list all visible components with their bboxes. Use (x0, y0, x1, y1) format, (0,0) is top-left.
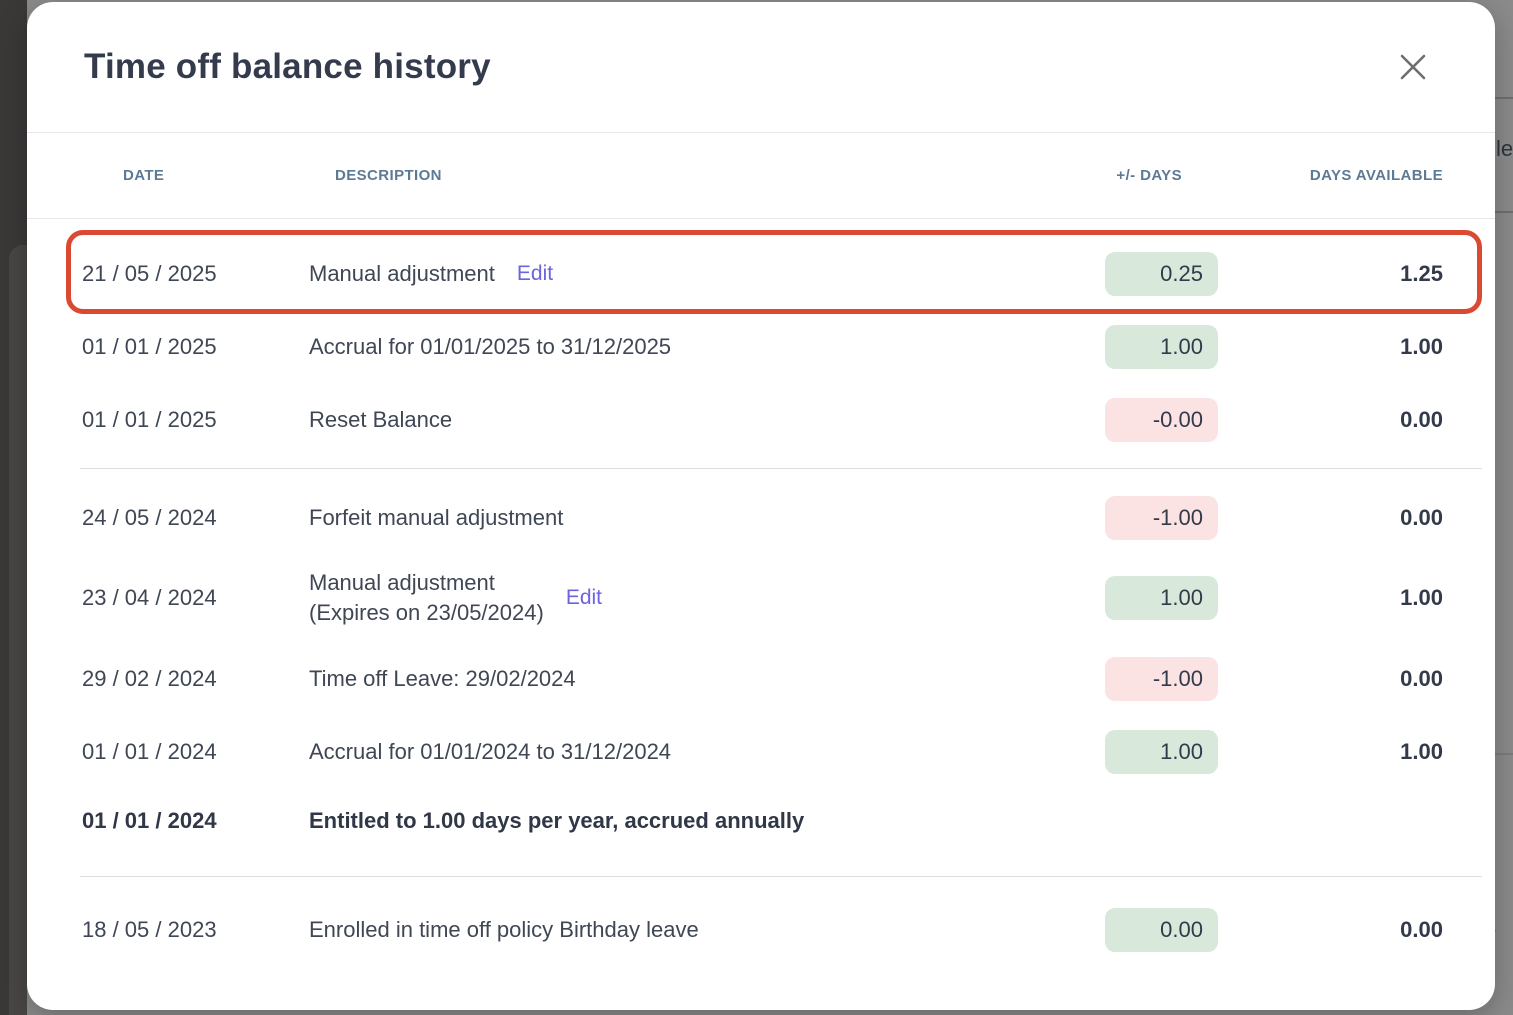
table-body: 21 / 05 / 2025 Manual adjustment Edit 0.… (27, 219, 1495, 966)
row-delta-cell: -1.00 (1018, 495, 1218, 540)
row-date: 18 / 05 / 2023 (82, 916, 217, 942)
table-row: 18 / 05 / 2023 Enrolled in time off poli… (27, 893, 1495, 966)
modal-header: Time off balance history (27, 2, 1495, 133)
modal-title: Time off balance history (84, 47, 491, 86)
delta-badge: 1.00 (1105, 576, 1218, 620)
backdrop-panel-edge (9, 245, 27, 1015)
row-description-cell: Reset Balance (309, 405, 1018, 435)
column-header-days-available: DAYS AVAILABLE (1309, 167, 1443, 184)
row-date: 21 / 05 / 2025 (82, 260, 217, 286)
table-row: 01 / 01 / 2024 Accrual for 01/01/2024 to… (27, 715, 1495, 788)
row-delta-cell: 0.25 (1018, 251, 1218, 296)
table-row: 24 / 05 / 2024 Forfeit manual adjustment… (27, 481, 1495, 554)
row-date: 01 / 01 / 2025 (82, 333, 217, 359)
row-description-cell: Accrual for 01/01/2025 to 31/12/2025 (309, 332, 1018, 362)
row-date: 01 / 01 / 2024 (82, 808, 217, 833)
row-delta-cell: 1.00 (1018, 576, 1218, 620)
description-text-block: Enrolled in time off policy Birthday lea… (309, 915, 699, 945)
table-row: 01 / 01 / 2025 Reset Balance -0.00 0.00 (27, 383, 1495, 456)
row-available: 1.00 (1400, 333, 1443, 359)
row-date: 01 / 01 / 2024 (82, 738, 217, 764)
row-description: Enrolled in time off policy Birthday lea… (309, 916, 699, 942)
row-description: Entitled to 1.00 days per year, accrued … (309, 808, 805, 833)
column-header-delta-days: +/- DAYS (1116, 167, 1182, 184)
row-date: 24 / 05 / 2024 (82, 504, 217, 530)
delta-badge: 1.00 (1105, 729, 1218, 774)
row-date: 23 / 04 / 2024 (82, 585, 217, 610)
row-available: 1.00 (1400, 585, 1443, 610)
backdrop-divider (1494, 97, 1513, 99)
description-text-block: Reset Balance (309, 405, 452, 435)
row-description-cell: Time off Leave: 29/02/2024 (309, 664, 1018, 694)
time-off-balance-history-modal: Time off balance history DATE DESCRIPTIO… (27, 2, 1495, 1010)
edit-link[interactable]: Edit (565, 586, 603, 609)
row-delta-cell: -1.00 (1018, 656, 1218, 701)
delta-badge: 0.00 (1105, 907, 1218, 952)
row-description-cell: Entitled to 1.00 days per year, accrued … (309, 806, 1018, 836)
description-text-block: Entitled to 1.00 days per year, accrued … (309, 806, 804, 836)
group-separator (80, 876, 1482, 877)
row-description: Reset Balance (309, 406, 453, 432)
row-delta-cell: 0.00 (1018, 907, 1218, 952)
table-row: 01 / 01 / 2025 Accrual for 01/01/2025 to… (27, 310, 1495, 383)
delta-badge: -1.00 (1105, 656, 1218, 701)
row-available: 0.00 (1400, 665, 1443, 691)
table-row: 23 / 04 / 2024 Manual adjustment (Expire… (27, 554, 1495, 642)
description-text-block: Accrual for 01/01/2024 to 31/12/2024 (309, 737, 671, 767)
row-description: Accrual for 01/01/2025 to 31/12/2025 (309, 333, 672, 359)
row-available: 1.00 (1400, 738, 1443, 764)
edit-link[interactable]: Edit (516, 261, 554, 285)
row-delta-cell: -0.00 (1018, 397, 1218, 442)
table-row: 01 / 01 / 2024 Entitled to 1.00 days per… (27, 788, 1495, 854)
row-description-line2: (Expires on 23/05/2024) (309, 600, 544, 625)
row-description-cell: Manual adjustment (Expires on 23/05/2024… (309, 568, 1018, 628)
row-available: 0.00 (1400, 916, 1443, 942)
row-description: Time off Leave: 29/02/2024 (309, 665, 576, 691)
backdrop-divider (1494, 211, 1513, 213)
delta-badge: 0.25 (1105, 251, 1218, 296)
row-description-cell: Manual adjustment Edit (309, 259, 1018, 289)
close-icon (1400, 54, 1426, 80)
row-delta-cell: 1.00 (1018, 729, 1218, 774)
row-date: 01 / 01 / 2025 (82, 406, 217, 432)
table-header-row: DATE DESCRIPTION +/- DAYS DAYS AVAILABLE (27, 133, 1495, 219)
backdrop-divider (1494, 753, 1513, 755)
backdrop-overlay-right (1494, 0, 1513, 1015)
row-description-cell: Forfeit manual adjustment (309, 503, 1018, 533)
backdrop-text-fragment: le (1496, 136, 1513, 161)
group-separator (80, 468, 1482, 469)
row-available: 0.00 (1400, 406, 1443, 432)
row-description: Manual adjustment (309, 570, 495, 595)
row-description-cell: Accrual for 01/01/2024 to 31/12/2024 (309, 737, 1018, 767)
row-description: Forfeit manual adjustment (309, 504, 564, 530)
row-description-cell: Enrolled in time off policy Birthday lea… (309, 915, 1018, 945)
delta-badge: -1.00 (1105, 495, 1218, 540)
table-row: 29 / 02 / 2024 Time off Leave: 29/02/202… (27, 642, 1495, 715)
description-text-block: Time off Leave: 29/02/2024 (309, 664, 576, 694)
description-text-block: Manual adjustment (Expires on 23/05/2024… (309, 568, 544, 628)
column-header-description: DESCRIPTION (335, 167, 442, 184)
row-available: 1.25 (1400, 260, 1443, 286)
description-text-block: Forfeit manual adjustment (309, 503, 563, 533)
column-header-date: DATE (123, 167, 165, 184)
row-date: 29 / 02 / 2024 (82, 665, 217, 691)
delta-badge: -0.00 (1105, 397, 1218, 442)
row-description: Manual adjustment (309, 260, 495, 286)
close-button[interactable] (1393, 47, 1433, 87)
delta-badge: 1.00 (1105, 324, 1218, 369)
row-description: Accrual for 01/01/2024 to 31/12/2024 (309, 738, 672, 764)
row-delta-cell: 1.00 (1018, 324, 1218, 369)
row-available: 0.00 (1400, 504, 1443, 530)
description-text-block: Manual adjustment (309, 259, 495, 289)
table-row-highlighted: 21 / 05 / 2025 Manual adjustment Edit 0.… (27, 230, 1495, 314)
description-text-block: Accrual for 01/01/2025 to 31/12/2025 (309, 332, 671, 362)
